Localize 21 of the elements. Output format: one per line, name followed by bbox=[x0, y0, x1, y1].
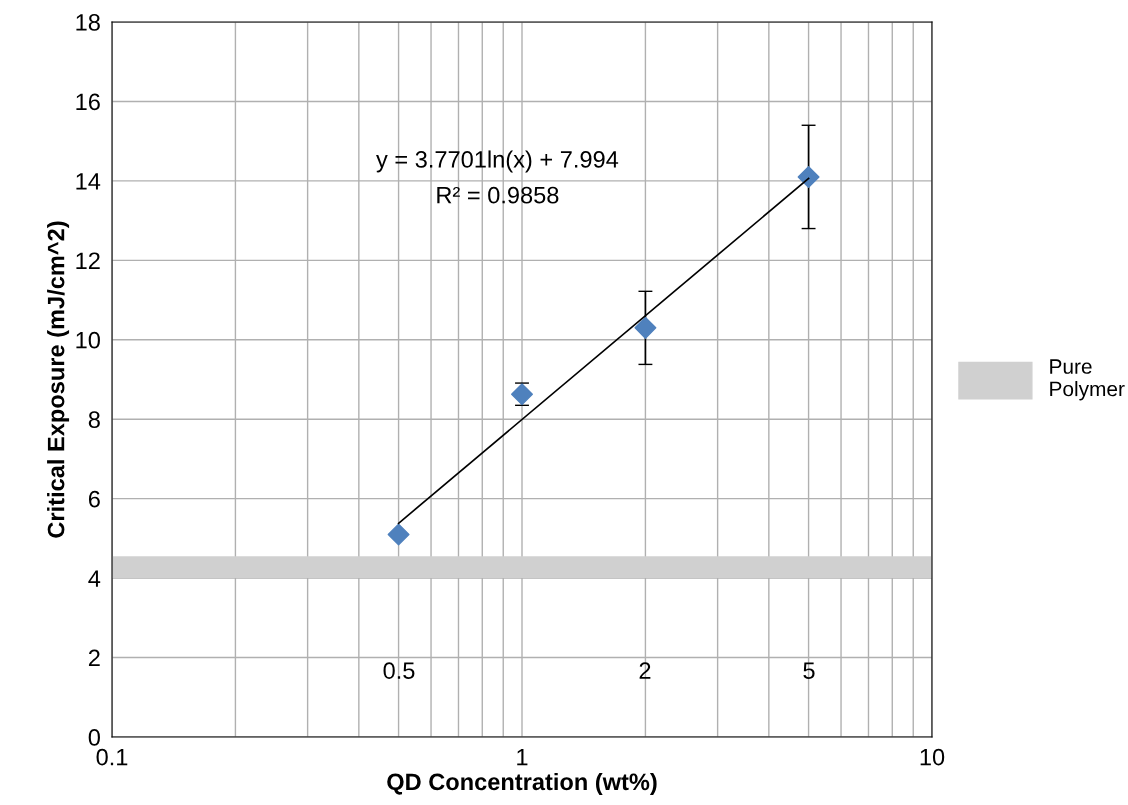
y-tick-label: 2 bbox=[88, 649, 100, 667]
y-tick-label: 8 bbox=[88, 411, 100, 429]
annotation: R² = 0.9858 bbox=[437, 186, 559, 204]
y-tick-label: 4 bbox=[88, 570, 101, 587]
y-tick-label: 6 bbox=[88, 490, 100, 508]
y-tick-label: 18 bbox=[76, 14, 100, 31]
y-axis-title: Critical Exposure (mJ/cm^2) bbox=[47, 221, 70, 538]
legend-label: Pure Polymer bbox=[1050, 359, 1125, 401]
y-tick-label: 12 bbox=[76, 252, 100, 269]
y-tick-label: 16 bbox=[76, 93, 100, 111]
annotation: 2 bbox=[639, 662, 651, 679]
y-tick-label: 10 bbox=[76, 331, 100, 349]
x-tick-label: 1 bbox=[517, 748, 528, 766]
x-tick-label: 0.1 bbox=[96, 748, 128, 766]
y-tick-label: 14 bbox=[76, 173, 101, 190]
x-tick-label: 10 bbox=[920, 748, 945, 766]
x-axis-title: QD Concentration (wt%) bbox=[387, 772, 657, 795]
y-tick-label: 0 bbox=[88, 729, 100, 746]
annotation: y = 3.7701ln(x) + 7.994 bbox=[376, 150, 619, 173]
annotation: 5 bbox=[803, 662, 815, 679]
annotation: 0.5 bbox=[383, 662, 415, 679]
